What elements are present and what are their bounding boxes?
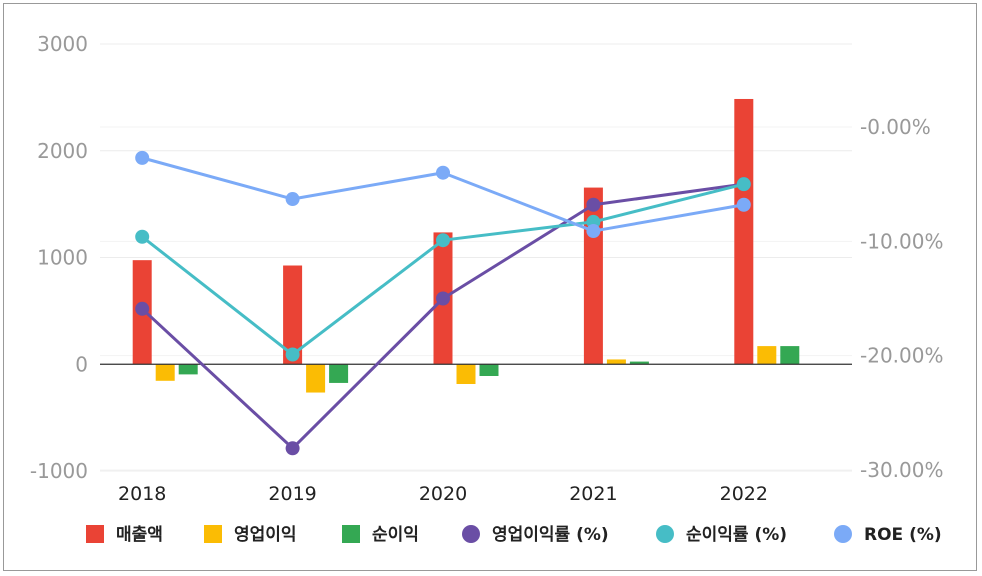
- left-tick-label: 3000: [37, 32, 88, 56]
- legend-label-roe: ROE (%): [864, 525, 942, 545]
- point-roe-2022: [736, 197, 751, 212]
- left-tick-label: 0: [75, 352, 88, 376]
- bar-영업이익-2018: [155, 364, 175, 381]
- point-영업이익률-2018: [135, 301, 150, 316]
- legend-label-영업이익률: 영업이익률 (%): [492, 525, 609, 545]
- right-tick-label: -20.00%: [860, 344, 943, 368]
- legend-swatch-순이익률: [656, 525, 674, 543]
- point-roe-2019: [285, 192, 300, 207]
- legend: 매출액 영업이익 순이익 영업이익률 (%) 순이익률 (%) ROE (%): [86, 525, 942, 545]
- legend-swatch-매출액: [86, 525, 104, 543]
- bar-순이익-2022: [780, 346, 800, 365]
- legend-swatch-영업이익률: [462, 525, 480, 543]
- x-tick-label: 2020: [419, 483, 467, 505]
- right-tick-label: -0.00%: [860, 115, 931, 139]
- bar-매출액-2019: [283, 265, 303, 365]
- legend-swatch-영업이익: [204, 525, 222, 543]
- bar-매출액-2021: [583, 187, 603, 365]
- point-순이익률-2018: [135, 229, 150, 244]
- legend-swatch-순이익: [342, 525, 360, 543]
- left-tick-label: -1000: [30, 459, 88, 483]
- bar-순이익-2020: [479, 364, 499, 376]
- bar-영업이익-2021: [606, 359, 626, 365]
- bar-순이익-2019: [329, 364, 349, 383]
- bar-매출액-2022: [734, 98, 754, 365]
- legend-label-순이익: 순이익: [372, 525, 419, 545]
- legend-swatch-roe: [834, 525, 852, 543]
- gridlines: [100, 43, 852, 472]
- legend-label-매출액: 매출액: [116, 525, 163, 545]
- legend-label-순이익률: 순이익률 (%): [686, 525, 787, 545]
- bar-영업이익-2019: [306, 364, 326, 393]
- right-tick-label: -30.00%: [860, 458, 943, 482]
- x-tick-label: 2022: [720, 483, 768, 505]
- legend-label-영업이익: 영업이익: [234, 525, 297, 545]
- point-영업이익률-2020: [436, 291, 450, 306]
- point-roe-2018: [135, 150, 150, 165]
- bar-영업이익-2022: [757, 346, 777, 365]
- left-tick-label: 1000: [37, 246, 88, 270]
- left-tick-label: 2000: [37, 139, 88, 163]
- point-영업이익률-2019: [285, 441, 300, 456]
- x-tick-label: 2019: [268, 483, 316, 505]
- right-axis-ticks: -0.00% -10.00% -20.00% -30.00%: [860, 115, 943, 482]
- x-axis-ticks: 2018 2019 2020 2021 2022: [118, 483, 768, 505]
- x-tick-label: 2021: [569, 483, 617, 505]
- point-roe-2020: [436, 165, 450, 180]
- point-순이익률-2022: [736, 177, 751, 192]
- bar-series: [132, 98, 800, 393]
- line-series: [135, 150, 751, 456]
- point-roe-2021: [586, 224, 601, 239]
- point-순이익률-2020: [436, 233, 450, 248]
- point-영업이익률-2021: [586, 197, 601, 212]
- bar-순이익-2021: [629, 361, 649, 365]
- point-순이익률-2019: [285, 347, 300, 362]
- bar-영업이익-2020: [456, 364, 476, 384]
- right-tick-label: -10.00%: [860, 229, 943, 253]
- bar-순이익-2018: [178, 364, 198, 375]
- x-tick-label: 2018: [118, 483, 166, 505]
- left-axis-ticks: 3000 2000 1000 0 -1000: [30, 32, 88, 483]
- chart-frame: [3, 3, 977, 571]
